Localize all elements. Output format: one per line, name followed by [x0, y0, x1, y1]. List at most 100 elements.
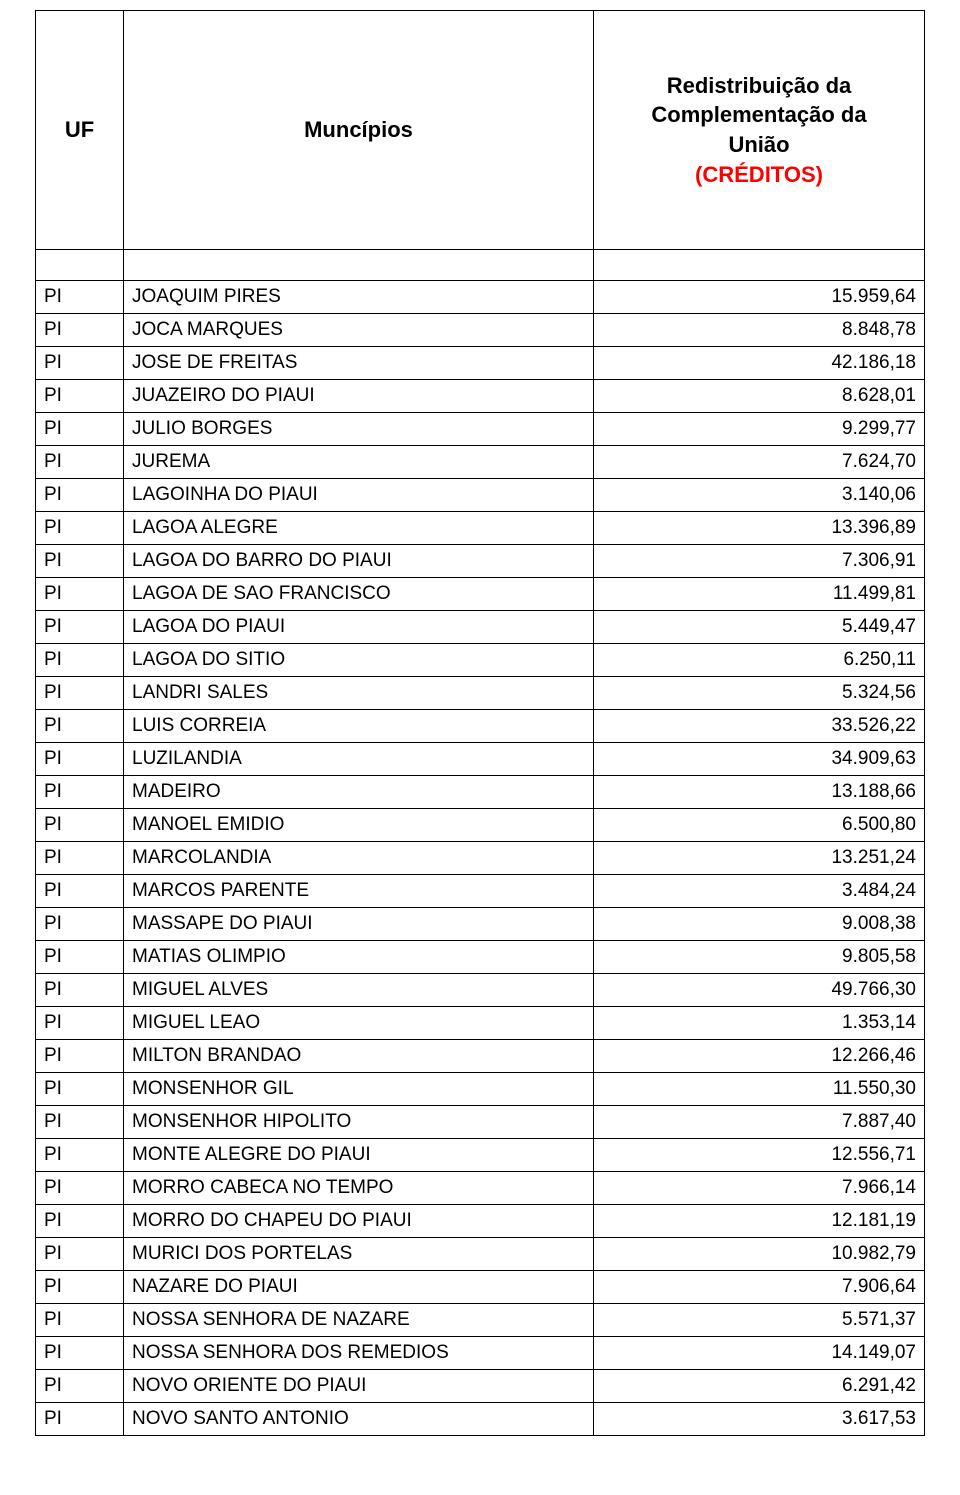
- cell-uf: PI: [36, 1040, 124, 1073]
- cell-val: 49.766,30: [594, 974, 925, 1007]
- table-row: PILAGOA DO BARRO DO PIAUI7.306,91: [36, 545, 925, 578]
- cell-val: 7.306,91: [594, 545, 925, 578]
- table-row: PINOVO ORIENTE DO PIAUI6.291,42: [36, 1370, 925, 1403]
- cell-uf: PI: [36, 1139, 124, 1172]
- cell-uf: PI: [36, 1007, 124, 1040]
- data-table: UF Muncípios Redistribuição da Complemen…: [35, 10, 925, 1436]
- header-val-line4: (CRÉDITOS): [695, 162, 823, 187]
- spacer-cell-val: [594, 250, 925, 281]
- table-row: PILAGOA DO PIAUI5.449,47: [36, 611, 925, 644]
- table-head: UF Muncípios Redistribuição da Complemen…: [36, 11, 925, 250]
- cell-mun: MADEIRO: [124, 776, 594, 809]
- cell-val: 3.484,24: [594, 875, 925, 908]
- table-row: PIJOAQUIM PIRES15.959,64: [36, 281, 925, 314]
- table-row: PILUZILANDIA34.909,63: [36, 743, 925, 776]
- cell-uf: PI: [36, 710, 124, 743]
- table-row: PIMONSENHOR GIL11.550,30: [36, 1073, 925, 1106]
- header-row: UF Muncípios Redistribuição da Complemen…: [36, 11, 925, 250]
- cell-val: 3.617,53: [594, 1403, 925, 1436]
- table-row: PIMONSENHOR HIPOLITO7.887,40: [36, 1106, 925, 1139]
- cell-mun: LAGOA DO BARRO DO PIAUI: [124, 545, 594, 578]
- cell-uf: PI: [36, 1271, 124, 1304]
- table-row: PIJOSE DE FREITAS42.186,18: [36, 347, 925, 380]
- table-row: PIMADEIRO13.188,66: [36, 776, 925, 809]
- cell-val: 13.396,89: [594, 512, 925, 545]
- cell-mun: NAZARE DO PIAUI: [124, 1271, 594, 1304]
- table-row: PINAZARE DO PIAUI7.906,64: [36, 1271, 925, 1304]
- header-mun-label: Muncípios: [304, 117, 413, 142]
- cell-val: 9.299,77: [594, 413, 925, 446]
- cell-val: 6.291,42: [594, 1370, 925, 1403]
- cell-val: 11.499,81: [594, 578, 925, 611]
- table-row: PIJOCA MARQUES8.848,78: [36, 314, 925, 347]
- cell-uf: PI: [36, 611, 124, 644]
- cell-uf: PI: [36, 776, 124, 809]
- cell-mun: MIGUEL LEAO: [124, 1007, 594, 1040]
- cell-mun: LAGOA DO SITIO: [124, 644, 594, 677]
- cell-uf: PI: [36, 941, 124, 974]
- cell-val: 13.188,66: [594, 776, 925, 809]
- cell-val: 1.353,14: [594, 1007, 925, 1040]
- cell-uf: PI: [36, 314, 124, 347]
- table-row: PIMORRO CABECA NO TEMPO7.966,14: [36, 1172, 925, 1205]
- cell-mun: LAGOINHA DO PIAUI: [124, 479, 594, 512]
- cell-val: 10.982,79: [594, 1238, 925, 1271]
- cell-mun: JOSE DE FREITAS: [124, 347, 594, 380]
- table-row: PINOVO SANTO ANTONIO3.617,53: [36, 1403, 925, 1436]
- table-row: PIMIGUEL ALVES49.766,30: [36, 974, 925, 1007]
- cell-mun: NOSSA SENHORA DE NAZARE: [124, 1304, 594, 1337]
- table-row: PIMURICI DOS PORTELAS10.982,79: [36, 1238, 925, 1271]
- table-row: PIMASSAPE DO PIAUI9.008,38: [36, 908, 925, 941]
- cell-val: 5.571,37: [594, 1304, 925, 1337]
- cell-mun: LUIS CORREIA: [124, 710, 594, 743]
- cell-uf: PI: [36, 512, 124, 545]
- table-row: PILANDRI SALES5.324,56: [36, 677, 925, 710]
- cell-uf: PI: [36, 446, 124, 479]
- cell-uf: PI: [36, 479, 124, 512]
- cell-mun: MURICI DOS PORTELAS: [124, 1238, 594, 1271]
- table-row: PILAGOA DE SAO FRANCISCO11.499,81: [36, 578, 925, 611]
- cell-uf: PI: [36, 545, 124, 578]
- cell-uf: PI: [36, 281, 124, 314]
- table-row: PIMIGUEL LEAO1.353,14: [36, 1007, 925, 1040]
- table-row: PIMARCOS PARENTE3.484,24: [36, 875, 925, 908]
- cell-uf: PI: [36, 1172, 124, 1205]
- cell-val: 7.624,70: [594, 446, 925, 479]
- header-uf: UF: [36, 11, 124, 250]
- cell-mun: MORRO CABECA NO TEMPO: [124, 1172, 594, 1205]
- cell-val: 6.500,80: [594, 809, 925, 842]
- table-row: PIJULIO BORGES9.299,77: [36, 413, 925, 446]
- cell-val: 7.906,64: [594, 1271, 925, 1304]
- table-row: PINOSSA SENHORA DE NAZARE5.571,37: [36, 1304, 925, 1337]
- cell-val: 12.181,19: [594, 1205, 925, 1238]
- table-row: PIJUAZEIRO DO PIAUI8.628,01: [36, 380, 925, 413]
- cell-val: 5.449,47: [594, 611, 925, 644]
- cell-uf: PI: [36, 1106, 124, 1139]
- header-val: Redistribuição da Complementação da Uniã…: [594, 11, 925, 250]
- cell-uf: PI: [36, 809, 124, 842]
- table-row: PILUIS CORREIA33.526,22: [36, 710, 925, 743]
- cell-mun: MATIAS OLIMPIO: [124, 941, 594, 974]
- table-row: PIMORRO DO CHAPEU DO PIAUI12.181,19: [36, 1205, 925, 1238]
- cell-mun: LUZILANDIA: [124, 743, 594, 776]
- cell-uf: PI: [36, 842, 124, 875]
- cell-mun: JULIO BORGES: [124, 413, 594, 446]
- table-row: PINOSSA SENHORA DOS REMEDIOS14.149,07: [36, 1337, 925, 1370]
- cell-val: 9.805,58: [594, 941, 925, 974]
- cell-mun: NOSSA SENHORA DOS REMEDIOS: [124, 1337, 594, 1370]
- cell-val: 12.266,46: [594, 1040, 925, 1073]
- cell-val: 6.250,11: [594, 644, 925, 677]
- cell-mun: MORRO DO CHAPEU DO PIAUI: [124, 1205, 594, 1238]
- cell-val: 34.909,63: [594, 743, 925, 776]
- table-row: PIMARCOLANDIA13.251,24: [36, 842, 925, 875]
- cell-mun: MASSAPE DO PIAUI: [124, 908, 594, 941]
- cell-uf: PI: [36, 908, 124, 941]
- cell-uf: PI: [36, 743, 124, 776]
- header-val-line3: União: [728, 132, 789, 157]
- cell-uf: PI: [36, 1073, 124, 1106]
- cell-mun: JOCA MARQUES: [124, 314, 594, 347]
- header-mun: Muncípios: [124, 11, 594, 250]
- cell-uf: PI: [36, 380, 124, 413]
- cell-uf: PI: [36, 578, 124, 611]
- cell-uf: PI: [36, 1238, 124, 1271]
